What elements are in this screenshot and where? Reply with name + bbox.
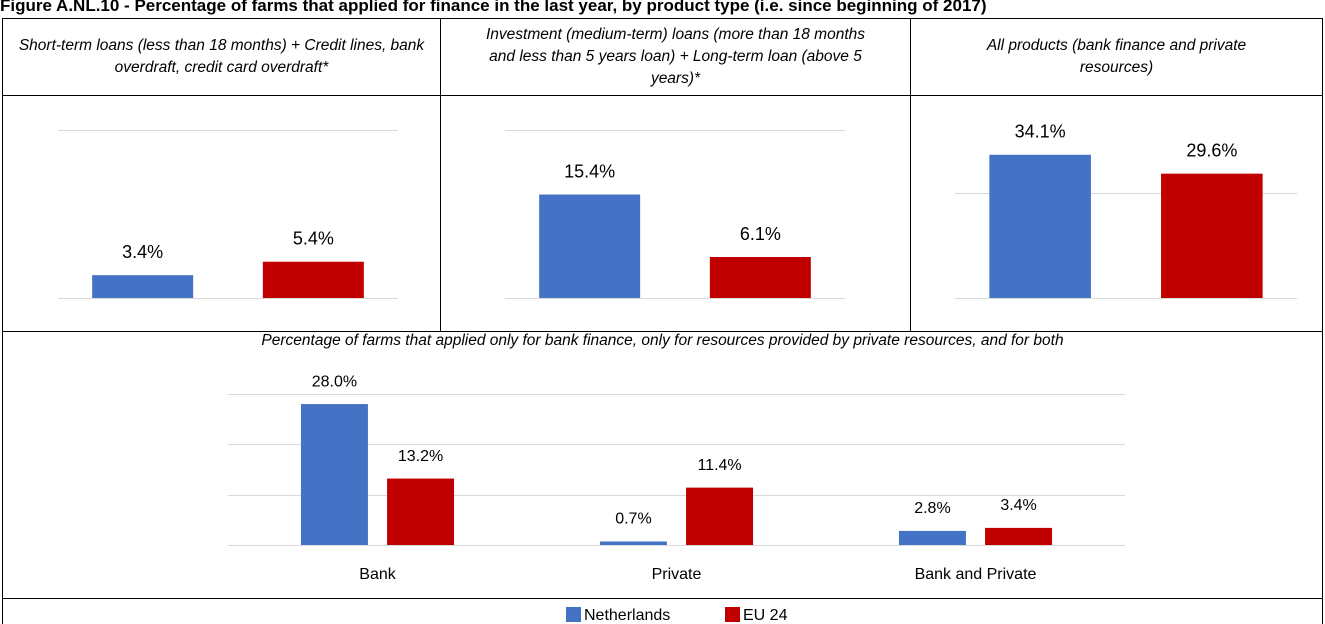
data-label: 2.8% [914,500,950,517]
x-tick-label: Bank [359,566,396,583]
data-label: 11.4% [697,457,741,474]
data-label: 5.4% [293,228,334,248]
legend-swatch [566,607,581,622]
legend-label: EU 24 [743,607,788,624]
bar [989,154,1091,298]
bar [898,530,966,545]
data-label: 13.2% [398,448,443,465]
bar [599,541,667,545]
data-label: 15.4% [564,161,615,181]
bar [985,527,1053,545]
table-borders [2,18,1323,624]
data-label: 3.4% [1000,497,1036,514]
bar [709,257,811,298]
data-label: 29.6% [1186,140,1237,160]
bar [686,487,754,545]
bar [539,194,641,298]
bar [92,275,194,298]
column-header: Investment (medium-term) loans (more tha… [485,25,866,87]
figure-title: Figure A.NL.10 - Percentage of farms tha… [0,0,987,15]
bar [387,478,455,545]
data-label: 0.7% [615,511,651,528]
bar [1161,173,1263,298]
legend-swatch [725,607,740,622]
legend-label: Netherlands [584,607,670,624]
bar [300,404,368,545]
x-tick-label: Private [652,566,702,583]
bar [262,261,364,298]
column-header: All products (bank finance and private r… [986,36,1247,76]
data-label: 6.1% [740,224,781,244]
data-label: 34.1% [1015,122,1066,142]
data-label: 28.0% [312,373,357,390]
x-tick-label: Bank and Private [915,566,1037,583]
row-header: Percentage of farms that applied only fo… [261,332,1064,349]
data-label: 3.4% [122,242,163,262]
column-header: Short-term loans (less than 18 months) +… [18,36,425,76]
